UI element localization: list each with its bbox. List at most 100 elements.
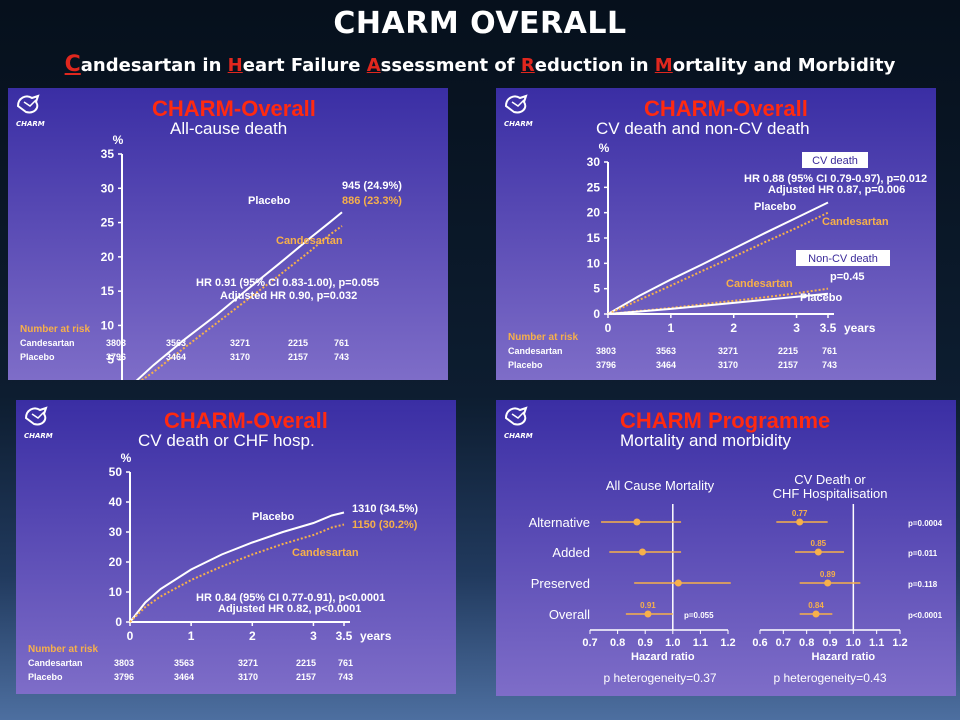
risk-value: 2215 (288, 338, 308, 348)
x-axis-label: Hazard ratio (812, 651, 876, 663)
chart-subtitle: CV death or CHF hosp. (138, 431, 315, 450)
heterogeneity-label: p heterogeneity=0.43 (773, 671, 886, 685)
hr-annotation: HR 0.91 (95% CI 0.83-1.00), p=0.055 (196, 277, 379, 289)
y-tick-label: 0 (115, 615, 122, 629)
noncv-p-annotation: p=0.45 (830, 271, 865, 283)
logo-text: CHARM (504, 120, 533, 128)
risk-value: 3464 (166, 352, 186, 362)
risk-row-label: Placebo (20, 352, 55, 362)
heart-logo-icon (504, 406, 528, 426)
forest-heading: CV Death or (794, 472, 866, 487)
y-tick-label: 25 (587, 180, 601, 194)
hazard-ratio-point (814, 548, 822, 556)
legend-box (796, 250, 890, 266)
chart-subtitle: All-cause death (170, 119, 287, 138)
x-tick-label: 1.1 (693, 637, 708, 649)
x-tick-label: 1.0 (665, 637, 680, 649)
placebo-noncv-label: Placebo (800, 292, 842, 304)
heart-logo-icon (24, 406, 48, 426)
x-tick-label: 1.2 (720, 637, 735, 649)
candesartan-curve (607, 211, 829, 315)
y-tick-label: 0 (593, 307, 600, 321)
panel-background (496, 88, 936, 380)
y-axis-label: % (121, 451, 132, 465)
risk-value: 761 (822, 346, 837, 356)
number-at-risk-header: Number at risk (20, 324, 90, 335)
risk-row-label: Placebo (508, 360, 543, 370)
chart-title: CHARM-Overall (644, 96, 808, 121)
risk-value: 3464 (656, 360, 676, 370)
logo-pulse-icon (511, 99, 525, 107)
x-tick-label: 0.8 (610, 637, 625, 649)
x-axis-label: Hazard ratio (631, 651, 695, 663)
category-label: Overall (549, 607, 590, 622)
risk-value: 3803 (114, 658, 134, 668)
logo-pulse-icon (511, 411, 525, 419)
risk-value: 3271 (238, 658, 258, 668)
risk-value: 2215 (778, 346, 798, 356)
logo-pulse-icon (23, 99, 37, 107)
risk-value: 3170 (718, 360, 738, 370)
risk-row-label: Candesartan (28, 658, 83, 668)
placebo-curve (135, 211, 343, 380)
risk-value: 3803 (106, 338, 126, 348)
slide-title: CHARM OVERALL (333, 6, 627, 41)
p-value-label: p=0.0004 (908, 519, 943, 528)
candesartan-end-label: 886 (23.3%) (342, 195, 402, 207)
risk-row-label: Candesartan (508, 346, 563, 356)
x-tick-label: 1.0 (846, 637, 861, 649)
candesartan-end-label: 1150 (30.2%) (352, 519, 418, 531)
risk-value: 3464 (174, 672, 194, 682)
y-tick-label: 25 (101, 216, 115, 230)
chart-title: CHARM-Overall (152, 96, 316, 121)
charm-logo: CHARM (24, 406, 53, 440)
slide-subtitle: Candesartan in Heart Failure Assessment … (0, 52, 960, 77)
charm-logo: CHARM (16, 94, 45, 128)
risk-value: 743 (334, 352, 349, 362)
subtitle-initial: A (366, 55, 381, 76)
p-value-label: p=0.055 (684, 611, 714, 620)
p-value-label: p=0.011 (908, 549, 938, 558)
number-at-risk-header: Number at risk (28, 644, 98, 655)
hr-annotation: HR 0.88 (95% CI 0.79-0.97), p=0.012 (744, 173, 927, 185)
cv-death-chf-panel: CHARM CHARM-Overall CV death or CHF hosp.%… (16, 400, 456, 694)
y-tick-label: 15 (101, 284, 115, 298)
candesartan-label: Candesartan (292, 547, 359, 559)
axis-lines (121, 154, 123, 380)
chart-title: CHARM Programme (620, 408, 830, 433)
logo-text: CHARM (504, 432, 533, 440)
hazard-ratio-label: 0.84 (808, 601, 824, 610)
y-tick-label: 35 (101, 147, 115, 161)
hazard-ratio-point (812, 610, 820, 618)
x-tick-label: 0.8 (799, 637, 814, 649)
y-tick-label: 5 (593, 282, 600, 296)
risk-value: 743 (822, 360, 837, 370)
x-tick-label: 1 (668, 321, 675, 335)
hazard-ratio-label: 0.91 (640, 601, 656, 610)
risk-value: 3803 (596, 346, 616, 356)
forest-heading: CHF Hospitalisation (773, 486, 888, 501)
subtitle-initial: R (520, 55, 535, 76)
legend-box-label: CV death (812, 155, 858, 167)
x-tick-label: 0.7 (582, 637, 597, 649)
hazard-ratio-point (674, 579, 682, 587)
y-axis-label: % (113, 133, 124, 147)
y-tick-label: 20 (587, 206, 601, 220)
panel-background (8, 88, 448, 380)
adjusted-hr-annotation: Adjusted HR 0.87, p=0.006 (768, 184, 905, 196)
charm-logo: CHARM (504, 94, 533, 128)
risk-row-label: Candesartan (20, 338, 75, 348)
y-tick-label: 20 (109, 555, 123, 569)
risk-value: 3796 (596, 360, 616, 370)
risk-value: 3271 (230, 338, 250, 348)
y-tick-label: 10 (109, 585, 123, 599)
hazard-ratio-point (796, 518, 804, 526)
risk-value: 3796 (114, 672, 134, 682)
risk-value: 3170 (238, 672, 258, 682)
risk-value: 3796 (106, 352, 126, 362)
subtitle-text: ssessment of (380, 55, 521, 76)
risk-value: 3271 (718, 346, 738, 356)
risk-value: 3563 (656, 346, 676, 356)
hr-annotation: HR 0.84 (95% CI 0.77-0.91), p<0.0001 (196, 592, 385, 604)
